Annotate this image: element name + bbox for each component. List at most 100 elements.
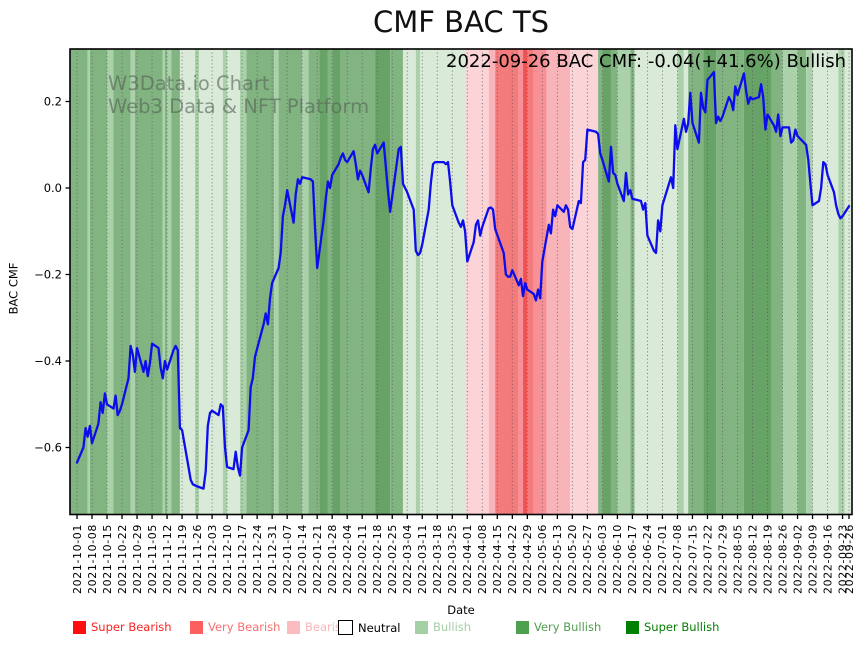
x-tick-label: 2021-10-08 (86, 524, 99, 594)
sentiment-band (227, 49, 240, 515)
x-tick-label: 2022-07-01 (656, 524, 669, 594)
sentiment-band (130, 49, 135, 515)
sentiment-band (598, 49, 603, 515)
sentiment-band (194, 49, 200, 515)
x-tick-label: 2022-03-25 (446, 524, 459, 594)
x-tick-label: 2021-11-05 (146, 524, 159, 594)
sentiment-band (495, 49, 519, 515)
sentiment-band (602, 49, 611, 515)
x-tick-label: 2022-03-11 (416, 524, 429, 594)
sentiment-band (167, 49, 172, 515)
sentiment-band (89, 49, 108, 515)
sentiment-band (390, 49, 403, 515)
y-tick-labels: 0.2 0.0 −0.2 −0.4 −0.6 (34, 95, 70, 455)
sentiment-band (806, 49, 813, 515)
sentiment-band (812, 49, 839, 515)
sentiment-band (222, 49, 228, 515)
x-tick-label: 2022-08-19 (761, 524, 774, 594)
sentiment-band (703, 49, 717, 515)
x-tick-label: 2021-12-31 (266, 524, 279, 594)
x-tick-label: 2022-04-08 (476, 524, 489, 594)
sentiment-bands (70, 49, 852, 515)
x-tick-label: 2022-08-12 (746, 524, 759, 594)
x-tick-label: 2021-10-01 (71, 524, 84, 594)
sentiment-band (838, 49, 845, 515)
sentiment-band (527, 49, 534, 515)
x-tick-label: 2022-01-28 (326, 524, 339, 594)
sentiment-band (488, 49, 496, 515)
sentiment-band (688, 49, 704, 515)
x-tick-label: 2021-10-29 (131, 524, 144, 594)
annotation-label: 2022-09-26 BAC CMF: -0.04(+41.6%) Bullis… (446, 51, 846, 72)
x-tick-label: 2022-04-15 (491, 524, 504, 594)
sentiment-band (630, 49, 635, 515)
sentiment-band (199, 49, 223, 515)
x-tick-label: 2022-07-29 (716, 524, 729, 594)
x-tick-label: 2022-04-22 (506, 524, 519, 594)
x-tick-label: 2022-09-02 (791, 524, 804, 594)
sentiment-band (107, 49, 114, 515)
watermark-line2: Web3 Data & NFT Platform (108, 95, 370, 118)
x-tick-label: 2022-05-06 (536, 524, 549, 594)
sentiment-band (610, 49, 618, 515)
y-tick-label: 0.0 (44, 181, 62, 195)
x-tick-label: 2022-05-13 (551, 524, 564, 594)
x-tick-label: 2021-11-12 (161, 524, 174, 594)
x-tick-label: 2022-09-26 (843, 524, 856, 594)
sentiment-band (617, 49, 631, 515)
sentiment-band (319, 49, 328, 515)
y-axis-title: BAC CMF (6, 262, 21, 315)
sentiment-band (171, 49, 180, 515)
sentiment-band (308, 49, 320, 515)
x-tick-label: 2022-02-25 (386, 524, 399, 594)
x-tick-label: 2021-12-10 (221, 524, 234, 594)
watermark: W3Data.io Chart Web3 Data & NFT Platform (108, 72, 369, 118)
x-tick-label: 2021-10-15 (101, 524, 114, 594)
x-tick-label: 2022-06-10 (611, 524, 624, 594)
x-tick-label: 2022-09-23 (836, 524, 849, 594)
sentiment-band (546, 49, 571, 515)
sentiment-band (420, 49, 466, 515)
x-tick-label: 2021-12-24 (251, 524, 264, 594)
x-tick-label: 2022-08-26 (776, 524, 789, 594)
sentiment-band (375, 49, 391, 515)
x-axis-title: Date (447, 603, 475, 617)
x-tick-label: 2022-06-03 (596, 524, 609, 594)
x-tick-label: 2022-07-15 (686, 524, 699, 594)
sentiment-band (179, 49, 195, 515)
sentiment-band (332, 49, 341, 515)
x-tick-label: 2021-11-19 (176, 524, 189, 594)
sentiment-band (239, 49, 247, 515)
x-tick-label: 2022-03-04 (401, 524, 414, 594)
x-tick-label: 2021-12-17 (236, 524, 249, 594)
x-tick-label: 2022-01-14 (296, 524, 309, 594)
sentiment-band (340, 49, 376, 515)
x-tick-label: 2021-11-26 (191, 524, 204, 594)
x-tick-label: 2022-01-07 (281, 524, 294, 594)
sentiment-band (677, 49, 684, 515)
sentiment-band (743, 49, 772, 515)
sentiment-band (246, 49, 275, 515)
y-tick-label: −0.4 (34, 354, 62, 368)
x-tick-label: 2022-04-01 (461, 524, 474, 594)
x-tick-label: 2022-02-18 (371, 524, 384, 594)
sentiment-band (162, 49, 165, 515)
sentiment-band (716, 49, 744, 515)
x-tick-label: 2022-02-11 (356, 524, 369, 594)
sentiment-band (278, 49, 303, 515)
sentiment-band (87, 49, 90, 515)
x-tick-label: 2022-02-04 (341, 524, 354, 594)
x-tick-label: 2022-06-24 (641, 524, 654, 594)
x-tick-label: 2022-08-05 (731, 524, 744, 594)
sentiment-band (70, 49, 88, 515)
sentiment-band (683, 49, 689, 515)
watermark-line1: W3Data.io Chart (108, 72, 270, 95)
y-tick-label: −0.2 (34, 268, 62, 282)
y-tick-label: 0.2 (44, 95, 62, 109)
sentiment-band (113, 49, 131, 515)
sentiment-band (634, 49, 678, 515)
x-tick-label: 2022-09-16 (821, 524, 834, 594)
x-tick-label: 2021-10-22 (116, 524, 129, 594)
